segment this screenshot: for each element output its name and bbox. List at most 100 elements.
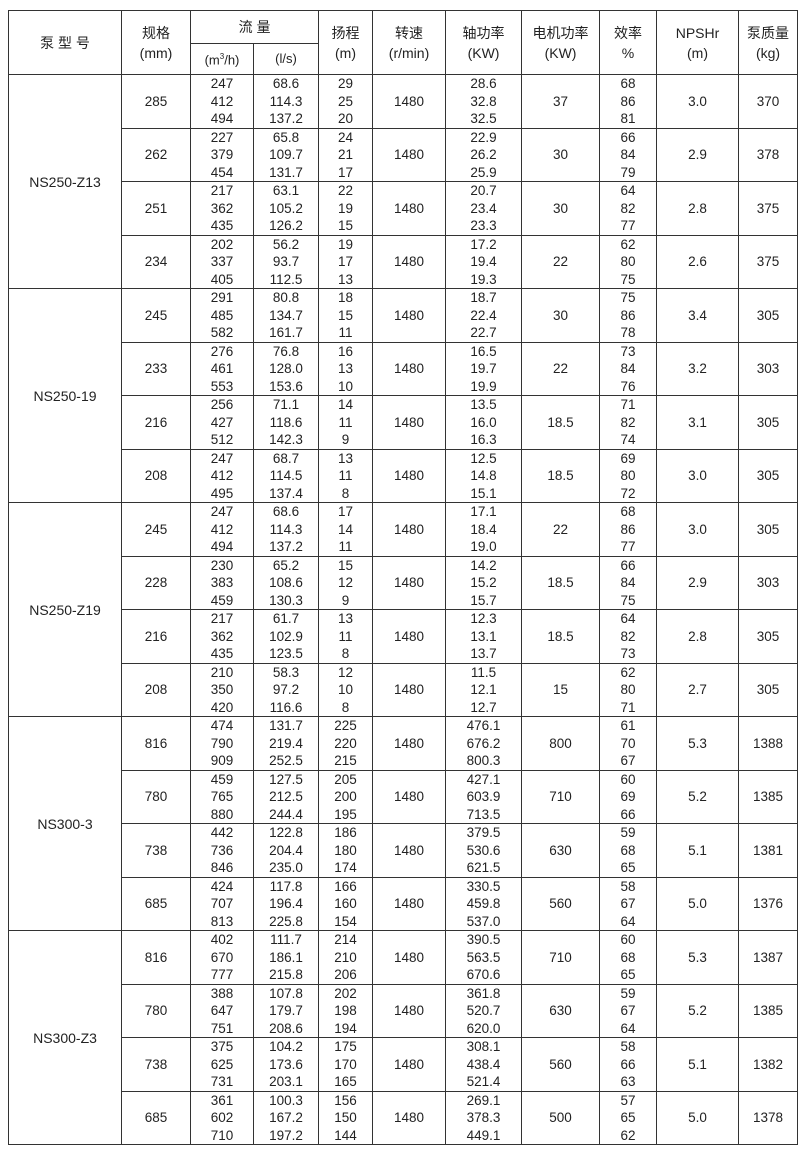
flow-ls-cell-value: 130.3 xyxy=(269,592,303,608)
shaft-power-cell: 28.6 32.8 32.5 xyxy=(445,74,523,129)
head-cell-value: 202 xyxy=(334,985,357,1001)
npshr-cell: 3.4 xyxy=(656,288,740,343)
head-cell-value: 25 xyxy=(338,93,354,109)
npshr-cell-value: 3.0 xyxy=(688,93,707,109)
spec-cell: 738 xyxy=(121,823,191,878)
efficiency-cell: 61 70 67 xyxy=(599,716,658,771)
efficiency-cell-value: 73 xyxy=(620,343,636,359)
efficiency-cell-value: 66 xyxy=(620,806,636,822)
efficiency-cell-value: 76 xyxy=(620,378,636,394)
flow-ls-cell-value: 244.4 xyxy=(269,806,303,822)
flow-m3h-cell-value: 402 xyxy=(210,932,234,947)
flow-m3h-cell-value: 442 xyxy=(210,825,234,840)
flow-m3h-cell-value: 454 xyxy=(210,164,234,180)
head-cell: 16 13 10 xyxy=(318,341,374,396)
flow-ls-cell-value: 203.1 xyxy=(269,1074,303,1089)
flow-m3h-cell-value: 361 xyxy=(210,1092,234,1108)
table-row: 780 388 647 751 107.8 179.7 208.6 202 198 194 1480… xyxy=(9,983,799,1038)
shaft-power-cell-value: 16.5 xyxy=(470,343,497,359)
flow-ls-cell: 111.7 186.1 215.8 xyxy=(252,930,320,985)
motor-power-cell-value: 30 xyxy=(553,307,569,323)
shaft-power-cell-value: 17.1 xyxy=(470,504,497,519)
flow-m3h-cell-value: 210 xyxy=(210,664,234,680)
flow-ls-cell-value: 219.4 xyxy=(269,735,303,751)
spec-cell: 780 xyxy=(121,983,191,1038)
shaft-power-cell-value: 427.1 xyxy=(466,771,501,787)
efficiency-cell: 58 66 63 xyxy=(599,1037,658,1092)
header-shaft-power: 轴功率 (KW) xyxy=(445,10,523,75)
weight-cell: 1388 xyxy=(738,716,799,771)
head-cell-value: 12 xyxy=(338,664,354,680)
flow-m3h-cell-value: 230 xyxy=(210,557,234,573)
header-motor-power-label: 电机功率 xyxy=(532,24,589,41)
speed-cell-value: 1480 xyxy=(393,735,425,751)
shaft-power-cell: 379.5 530.6 621.5 xyxy=(445,823,523,878)
npshr-cell: 2.7 xyxy=(656,662,740,717)
speed-cell-value: 1480 xyxy=(393,414,425,430)
efficiency-cell-value: 70 xyxy=(620,735,636,751)
weight-cell-value: 1381 xyxy=(752,842,784,858)
shaft-power-cell-value: 15.7 xyxy=(470,592,497,608)
spec-cell: 233 xyxy=(121,341,191,396)
efficiency-cell-value: 65 xyxy=(620,1110,636,1125)
efficiency-cell-value: 60 xyxy=(620,932,636,947)
head-cell-value: 210 xyxy=(334,949,357,965)
flow-ls-cell-value: 112.5 xyxy=(269,271,303,287)
shaft-power-cell-value: 620.0 xyxy=(466,1020,501,1036)
flow-m3h-cell-value: 790 xyxy=(210,735,234,751)
efficiency-cell-value: 63 xyxy=(620,1074,636,1089)
flow-m3h-cell-value: 412 xyxy=(210,93,234,109)
head-cell: 13 11 8 xyxy=(318,448,374,503)
flow-m3h-cell: 291 485 582 xyxy=(190,288,254,343)
head-cell: 12 10 8 xyxy=(318,662,374,717)
efficiency-cell: 75 86 78 xyxy=(599,288,658,343)
head-cell-value: 17 xyxy=(338,254,354,269)
npshr-cell: 3.1 xyxy=(656,395,740,450)
speed-cell: 1480 xyxy=(372,555,447,610)
speed-cell: 1480 xyxy=(372,74,447,129)
flow-m3h-cell-value: 217 xyxy=(210,183,234,198)
flow-ls-cell: 117.8 196.4 225.8 xyxy=(252,876,320,931)
speed-cell-value: 1480 xyxy=(393,361,425,377)
spec-cell: 208 xyxy=(121,662,191,717)
shaft-power-cell-value: 379.5 xyxy=(466,825,501,840)
efficiency-cell: 68 86 81 xyxy=(599,74,658,129)
flow-m3h-cell-value: 670 xyxy=(210,949,234,965)
flow-ls-cell-value: 105.2 xyxy=(269,200,303,216)
shaft-power-cell: 22.9 26.2 25.9 xyxy=(445,127,523,182)
motor-power-cell: 22 xyxy=(521,341,601,396)
npshr-cell: 5.1 xyxy=(656,823,740,878)
weight-cell-value: 1388 xyxy=(752,735,784,751)
head-cell-value: 170 xyxy=(334,1056,357,1072)
head-cell-value: 13 xyxy=(338,271,354,287)
motor-power-cell: 22 xyxy=(521,502,601,557)
npshr-cell: 2.8 xyxy=(656,181,740,236)
npshr-cell: 2.6 xyxy=(656,234,740,289)
efficiency-cell-value: 58 xyxy=(620,878,636,894)
motor-power-cell-value: 22 xyxy=(553,521,569,537)
npshr-cell-value: 2.9 xyxy=(688,147,707,163)
header-weight-label: 泵质量 xyxy=(747,24,790,41)
weight-cell-value: 303 xyxy=(756,575,780,591)
flow-m3h-cell-value: 424 xyxy=(210,878,234,894)
header-shaft-power-label: 轴功率 xyxy=(462,24,505,41)
motor-power-cell: 630 xyxy=(521,983,601,1038)
weight-cell: 1387 xyxy=(738,930,799,985)
flow-m3h-cell-value: 647 xyxy=(210,1003,234,1018)
efficiency-cell-value: 64 xyxy=(620,183,636,198)
model-cell: NS300-Z3 xyxy=(8,930,122,1145)
shaft-power-cell-value: 390.5 xyxy=(466,932,501,947)
flow-ls-cell-value: 68.7 xyxy=(272,450,300,466)
head-cell-value: 175 xyxy=(334,1039,357,1054)
shaft-power-cell-value: 621.5 xyxy=(466,860,501,875)
efficiency-cell-value: 71 xyxy=(620,397,636,412)
speed-cell: 1480 xyxy=(372,288,447,343)
spec-cell-value: 685 xyxy=(144,896,168,912)
flow-m3h-cell-value: 247 xyxy=(210,504,234,519)
shaft-power-cell-value: 378.3 xyxy=(466,1110,501,1125)
motor-power-cell: 800 xyxy=(521,716,601,771)
spec-cell: 816 xyxy=(121,716,191,771)
shaft-power-cell-value: 18.7 xyxy=(470,290,497,305)
header-spec-unit: (mm) xyxy=(139,44,173,61)
flow-m3h-cell-value: 379 xyxy=(210,147,234,162)
